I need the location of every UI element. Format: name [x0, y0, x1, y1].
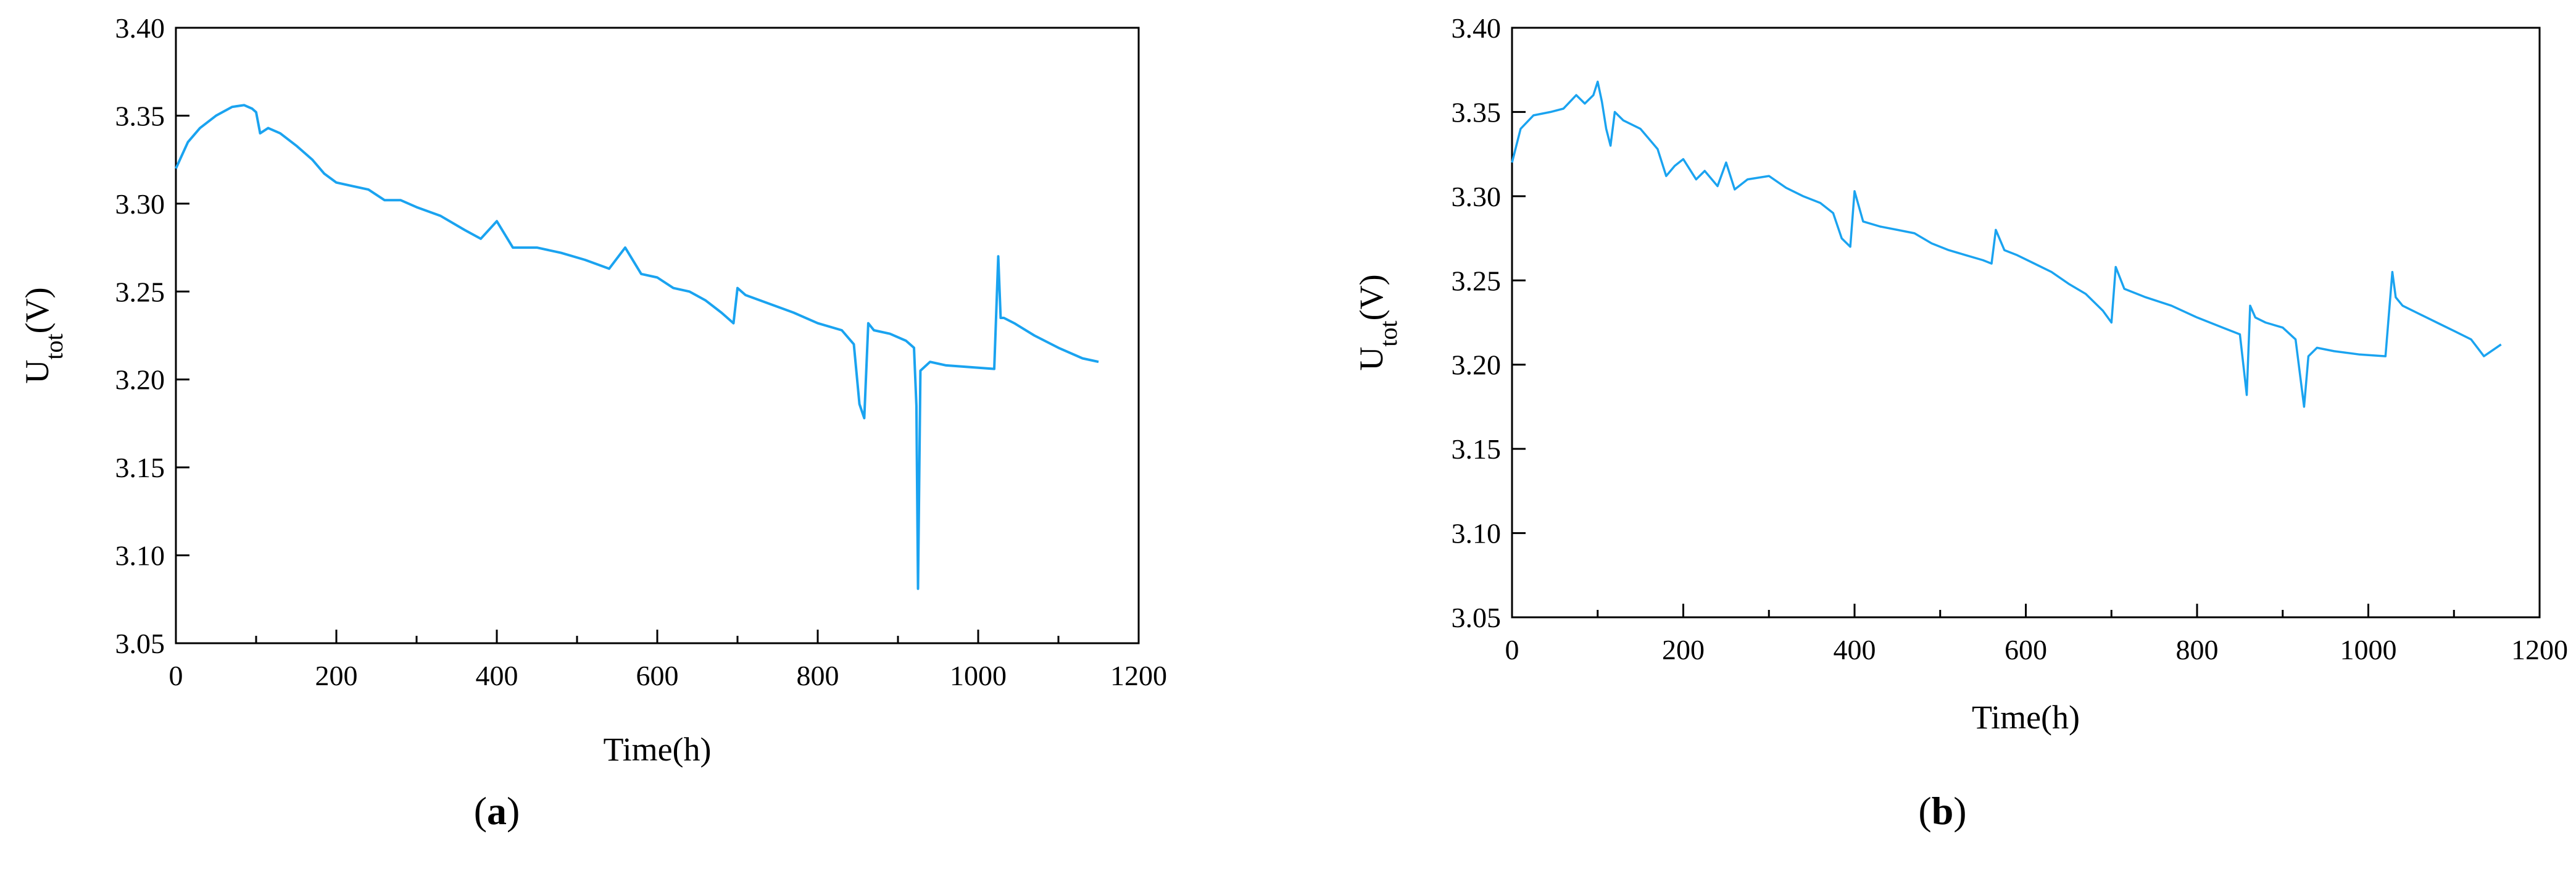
- y-tick-label: 3.20: [1452, 349, 1502, 381]
- y-tick-label: 3.05: [115, 628, 165, 659]
- y-tick-label: 3.25: [115, 276, 165, 307]
- y-axis-label-unit: (V): [1353, 274, 1390, 320]
- x-tick-label: 1000: [2340, 634, 2397, 665]
- y-tick-label: 3.15: [1452, 433, 1502, 465]
- panel-letter: a: [487, 789, 507, 833]
- x-axis-ticks: 0 200 400 600 800 1000 1200: [169, 630, 1167, 691]
- y-tick-label: 3.35: [115, 100, 165, 131]
- y-tick-label: 3.05: [1452, 602, 1502, 633]
- y-tick-label: 3.40: [115, 12, 165, 44]
- x-tick-label: 1200: [2511, 634, 2568, 665]
- x-axis-label: Time(h): [603, 731, 711, 768]
- x-tick-label: 200: [315, 660, 358, 691]
- x-tick-label: 800: [797, 660, 839, 691]
- panel-letter: b: [1932, 789, 1954, 833]
- chart-panel-b: 0 200 400 600 800 1000 1200 3.053.103.153.203.…: [1353, 12, 2568, 833]
- panel-label-a: (a): [474, 789, 520, 833]
- y-tick-label: 3.40: [1452, 12, 1502, 44]
- x-tick-label: 0: [169, 660, 183, 691]
- y-axis-label: Utot(V): [19, 287, 68, 383]
- panel-label-b: (b): [1918, 789, 1966, 833]
- chart-panel-a: 0 200 400 600 800 1000 1200 3.053.103.153.203.…: [19, 12, 1167, 833]
- x-tick-label: 800: [2176, 634, 2219, 665]
- y-tick-label: 3.10: [1452, 518, 1502, 549]
- y-axis-ticks: 3.05 3.10 3.15 3.20 3.25 3.30 3.35 3.40: [1452, 12, 1526, 633]
- y-axis-label-unit: (V): [19, 287, 56, 333]
- x-axis-label: Time(h): [1972, 699, 2080, 736]
- x-tick-label: 600: [2005, 634, 2047, 665]
- x-tick-label: 400: [476, 660, 518, 691]
- x-tick-label: 200: [1662, 634, 1705, 665]
- y-tick-label: 3.30: [1452, 181, 1502, 212]
- y-tick-label: 3.20: [115, 364, 165, 396]
- y-tick-label: 3.30: [115, 188, 165, 220]
- x-tick-label: 600: [636, 660, 679, 691]
- plot-frame: [1511, 27, 2541, 619]
- x-tick-label: 1000: [950, 660, 1007, 691]
- y-tick-label: 3.10: [115, 540, 165, 572]
- y-axis-label-base: U: [1353, 347, 1390, 371]
- series-line: [1511, 80, 2502, 408]
- y-axis-label-sub: tot: [40, 333, 68, 359]
- y-axis-label-sub: tot: [1374, 320, 1402, 346]
- y-tick-label: 3.25: [1452, 265, 1502, 296]
- y-tick-label: 3.15: [115, 452, 165, 483]
- x-tick-label: 400: [1834, 634, 1876, 665]
- series-line: [175, 104, 1099, 590]
- y-axis-ticks: 3.05 3.10 3.15 3.20 3.25 3.30 3.35 3.40: [115, 12, 189, 659]
- y-tick-label: 3.35: [1452, 96, 1502, 128]
- y-axis-label: Utot(V): [1353, 274, 1402, 370]
- y-axis-label-base: U: [19, 360, 56, 384]
- x-axis-ticks: 0 200 400 600 800 1000 1200: [1505, 604, 2568, 665]
- x-tick-label: 1200: [1110, 660, 1167, 691]
- x-tick-label: 0: [1505, 634, 1519, 665]
